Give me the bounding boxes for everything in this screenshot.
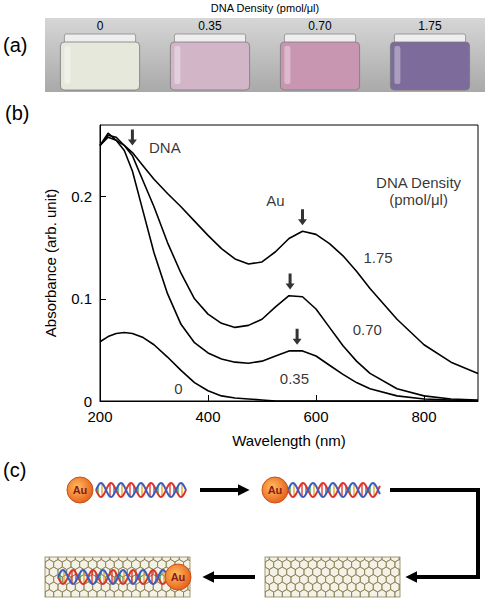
svg-text:0.70: 0.70 [353, 321, 382, 338]
svg-text:1.75: 1.75 [418, 19, 442, 33]
svg-text:DNA Density (pmol/μl): DNA Density (pmol/μl) [211, 2, 319, 14]
svg-text:800: 800 [411, 408, 436, 425]
svg-text:Au: Au [266, 192, 284, 209]
svg-text:Absorbance (arb. unit): Absorbance (arb. unit) [42, 189, 59, 337]
svg-text:(a): (a) [3, 34, 27, 56]
svg-text:DNA Density: DNA Density [376, 174, 462, 191]
svg-text:Au: Au [268, 484, 283, 496]
svg-text:DNA: DNA [149, 139, 181, 156]
svg-text:0.70: 0.70 [308, 19, 332, 33]
svg-text:(pmol/μl): (pmol/μl) [389, 191, 448, 208]
svg-text:0: 0 [84, 393, 92, 410]
svg-text:0.35: 0.35 [198, 19, 222, 33]
svg-text:0.2: 0.2 [71, 188, 92, 205]
svg-text:1.75: 1.75 [363, 249, 392, 266]
svg-text:0: 0 [174, 380, 182, 397]
svg-text:0: 0 [97, 19, 104, 33]
svg-text:600: 600 [303, 408, 328, 425]
svg-text:200: 200 [87, 408, 112, 425]
svg-text:Au: Au [73, 484, 88, 496]
svg-text:Wavelength (nm): Wavelength (nm) [232, 432, 346, 449]
svg-text:(b): (b) [5, 102, 29, 124]
svg-text:0.1: 0.1 [71, 290, 92, 307]
svg-text:400: 400 [195, 408, 220, 425]
svg-text:0.35: 0.35 [280, 370, 309, 387]
svg-text:(c): (c) [3, 459, 26, 481]
svg-text:Au: Au [171, 571, 186, 583]
